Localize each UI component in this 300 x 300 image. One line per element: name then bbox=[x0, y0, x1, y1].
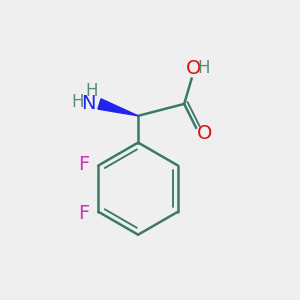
Text: N: N bbox=[81, 94, 95, 112]
Text: H: H bbox=[197, 59, 210, 77]
Text: F: F bbox=[78, 204, 90, 223]
Text: F: F bbox=[78, 154, 90, 174]
Text: H: H bbox=[85, 82, 98, 100]
Polygon shape bbox=[98, 99, 138, 116]
Text: O: O bbox=[197, 124, 212, 142]
Text: H: H bbox=[71, 93, 83, 111]
Text: O: O bbox=[186, 59, 202, 78]
